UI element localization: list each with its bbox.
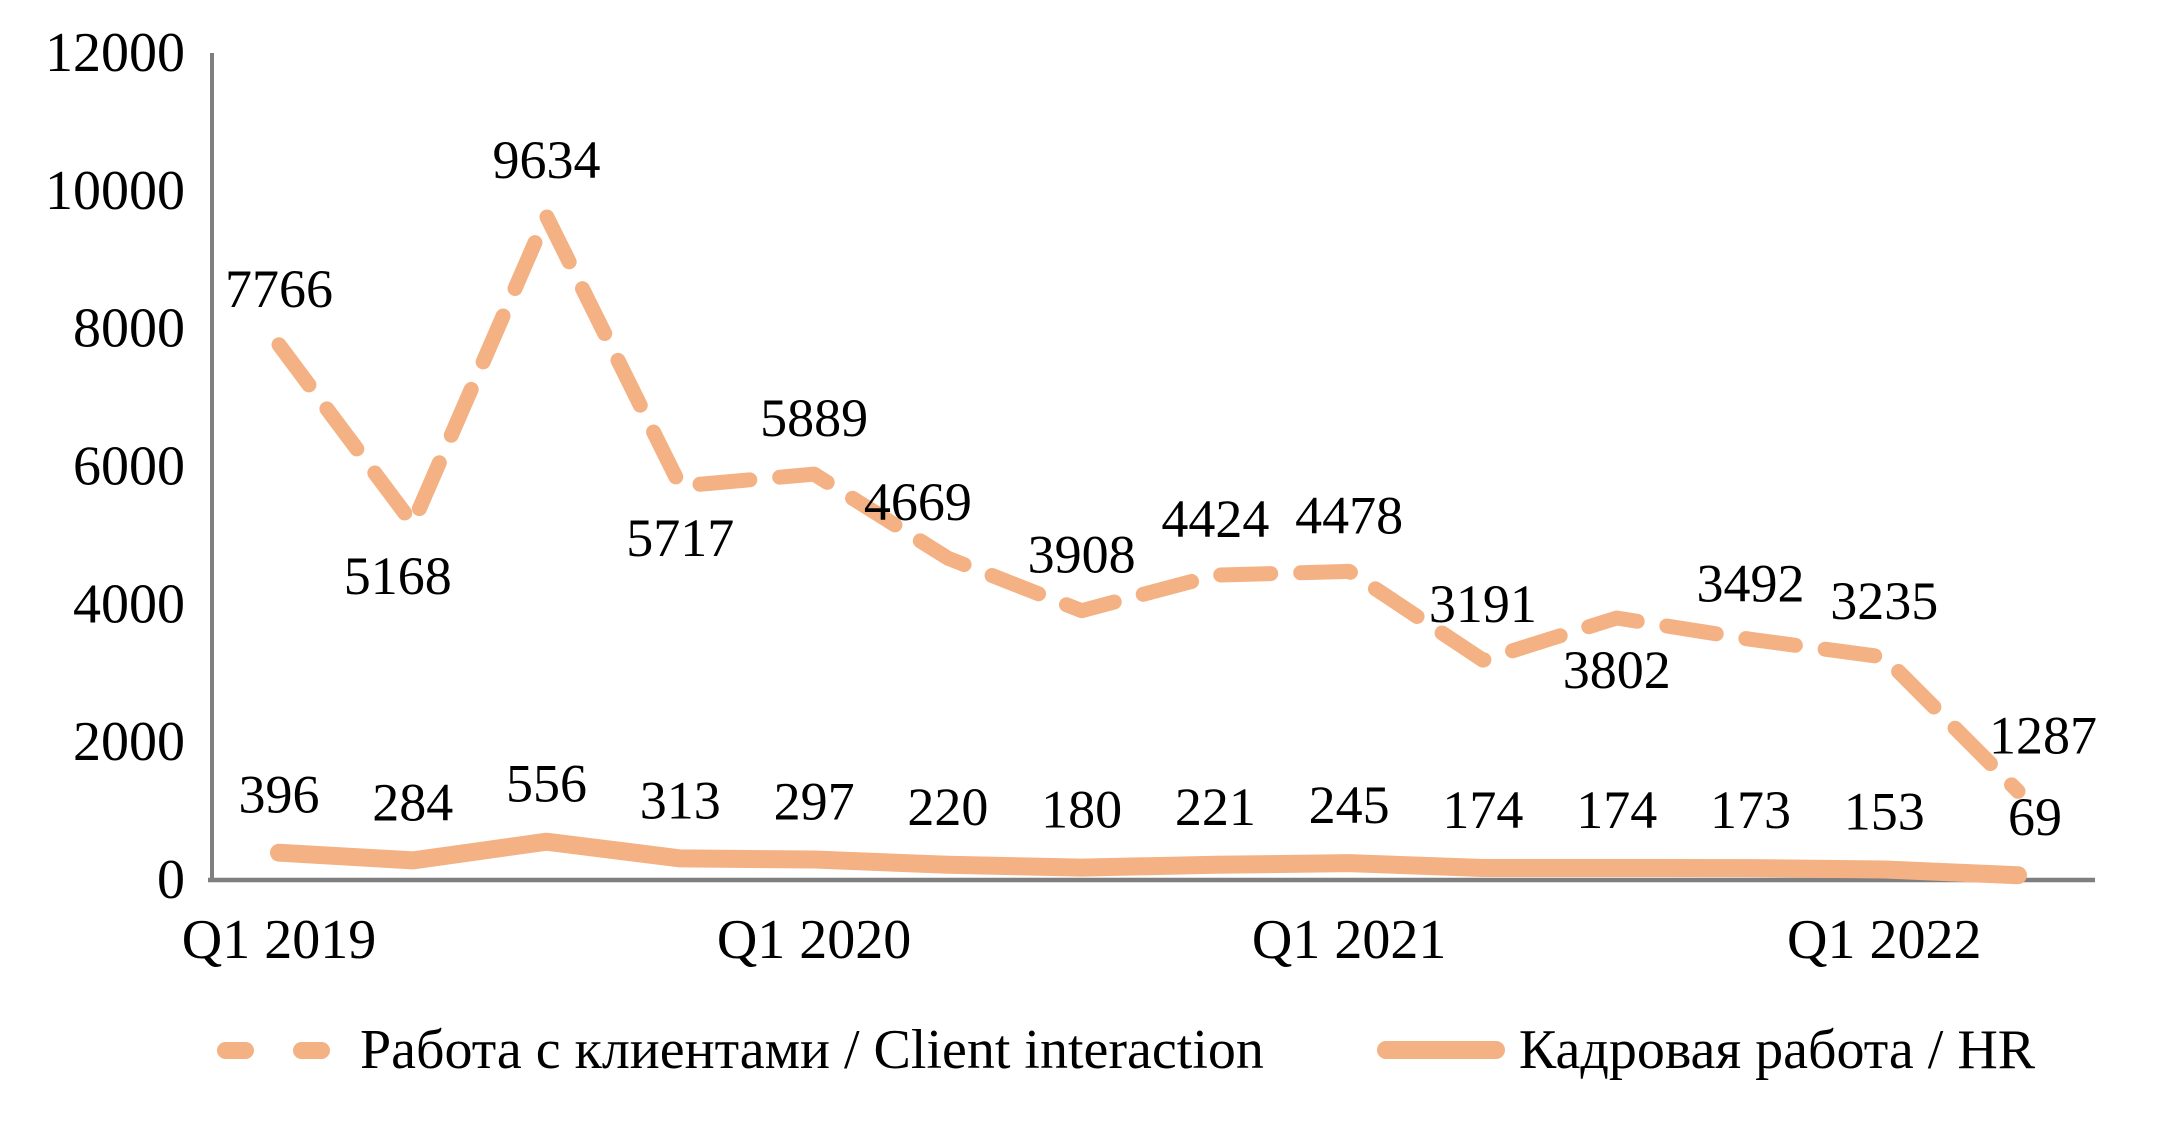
data-label: 220: [907, 777, 988, 837]
dashed-line-icon: [217, 1041, 330, 1059]
data-label: 4424: [1161, 489, 1269, 549]
data-label: 69: [2008, 787, 2062, 847]
data-label: 4669: [864, 472, 972, 532]
legend-label-client: Работа с клиентами / Client interaction: [360, 1019, 1264, 1081]
y-tick-label: 10000: [45, 160, 185, 222]
x-tick-label: Q1 2019: [182, 909, 376, 971]
legend-label-hr: Кадровая работа / HR: [1518, 1019, 2036, 1081]
data-label: 1287: [1989, 705, 2097, 765]
data-label: 3802: [1563, 640, 1671, 700]
y-tick-label: 2000: [73, 711, 185, 773]
data-label: 3492: [1696, 553, 1804, 613]
data-label: 3191: [1429, 574, 1537, 634]
x-tick-label: Q1 2020: [717, 909, 911, 971]
data-label: 245: [1309, 775, 1390, 835]
data-label: 5889: [760, 388, 868, 448]
data-label: 313: [640, 770, 721, 830]
data-label: 174: [1442, 780, 1523, 840]
data-label: 7766: [225, 259, 333, 319]
data-label: 556: [506, 754, 587, 814]
y-tick-label: 4000: [73, 573, 185, 635]
y-tick-label: 12000: [45, 22, 185, 84]
y-tick-label: 8000: [73, 298, 185, 360]
data-label: 221: [1175, 777, 1256, 837]
data-label: 297: [774, 772, 855, 832]
data-label: 5168: [344, 546, 452, 606]
data-label: 9634: [493, 130, 601, 190]
client-series-line: [271, 208, 2026, 799]
data-label: 180: [1041, 780, 1122, 840]
legend-item-client: Работа с клиентами / Client interaction: [217, 1022, 1264, 1078]
data-label: 5717: [626, 508, 734, 568]
data-label: 173: [1710, 780, 1791, 840]
data-label: 153: [1844, 781, 1925, 841]
x-tick-label: Q1 2021: [1252, 909, 1446, 971]
data-label: 396: [239, 765, 320, 825]
solid-line-icon: [1376, 1041, 1505, 1059]
data-label: 3235: [1830, 571, 1938, 631]
legend: Работа с клиентами / Client interaction …: [217, 1012, 2035, 1088]
data-label: 284: [372, 772, 453, 832]
hr-series-line: [270, 832, 2027, 885]
y-tick-label: 0: [157, 849, 185, 911]
data-label: 3908: [1028, 525, 1136, 585]
data-label: 4478: [1295, 485, 1403, 545]
y-tick-label: 6000: [73, 436, 185, 498]
x-tick-label: Q1 2022: [1787, 909, 1981, 971]
legend-item-hr: Кадровая работа / HR: [1376, 1019, 2036, 1081]
data-label: 174: [1576, 780, 1657, 840]
